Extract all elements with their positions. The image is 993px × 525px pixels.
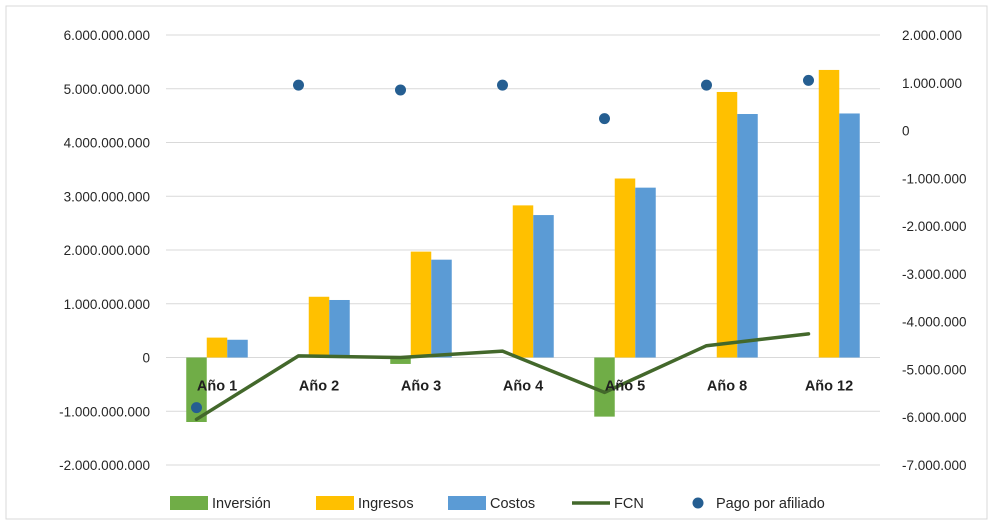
left-tick-label: 4.000.000.000 [64, 136, 150, 151]
fcn-line [194, 332, 811, 422]
pago-point-4 [497, 79, 508, 91]
right-tick-label: -2.000.000 [902, 219, 967, 234]
category-label: Año 1 [197, 379, 237, 395]
bar-costos-1 [227, 339, 248, 358]
pago-point-1 [191, 402, 202, 414]
legend-swatch-ingresos [316, 496, 354, 510]
bar-ingresos-4 [512, 205, 534, 358]
right-tick-label: -1.000.000 [902, 171, 967, 186]
category-label: Año 2 [299, 379, 339, 395]
bar-ingresos-2 [308, 296, 330, 358]
left-tick-label: 6.000.000.000 [64, 28, 150, 43]
category-label: Año 4 [503, 379, 543, 395]
legend: Inversión Ingresos Costos FCN Pago por afili… [170, 496, 825, 512]
right-tick-label: 0 [902, 124, 910, 139]
legend-label-pago-por-afiliado: Pago por afiliado [716, 496, 825, 512]
left-tick-label: 5.000.000.000 [64, 82, 150, 97]
fcn-series-line [194, 332, 811, 422]
bar-ingresos-1 [206, 337, 228, 358]
right-tick-label: -3.000.000 [902, 267, 967, 282]
bar-costos-3 [431, 259, 452, 358]
bar-inversi-n-5 [594, 357, 615, 417]
bar-costos-4 [533, 215, 554, 358]
left-tick-label: 0 [142, 351, 150, 366]
category-label: Año 12 [805, 379, 853, 395]
bar-inversi-n-3 [390, 357, 411, 364]
gridlines [166, 34, 880, 466]
left-tick-label: -1.000.000.000 [59, 404, 150, 419]
pago-point-7 [803, 74, 814, 86]
category-label: Año 3 [401, 379, 441, 395]
right-tick-label: -4.000.000 [902, 315, 967, 330]
legend-label-inversi-n: Inversión [212, 496, 271, 512]
bar-ingresos-6 [716, 91, 738, 358]
category-labels: Año 1 Año 2 Año 3 Año 4 Año 5 Año 8 Año 12 [197, 379, 853, 395]
left-tick-label: -2.000.000.000 [59, 458, 150, 473]
bars [186, 69, 860, 422]
legend-swatch-inversi-n [170, 496, 208, 510]
left-tick-label: 1.000.000.000 [64, 297, 150, 312]
right-tick-label: 2.000.000 [902, 28, 962, 43]
right-tick-label: -7.000.000 [902, 458, 967, 473]
right-tick-label: 1.000.000 [902, 76, 962, 91]
pago-point-2 [293, 79, 304, 91]
bar-costos-5 [635, 187, 656, 358]
pago-point-6 [701, 79, 712, 91]
right-tick-label: -5.000.000 [902, 362, 967, 377]
left-tick-label: 3.000.000.000 [64, 189, 150, 204]
pago-point-3 [395, 84, 406, 96]
bar-costos-7 [839, 113, 860, 358]
legend-label-costos: Costos [490, 496, 535, 512]
right-tick-label: -6.000.000 [902, 410, 967, 425]
legend-label-fcn: FCN [614, 496, 644, 512]
bar-costos-2 [329, 299, 350, 358]
legend-label-ingresos: Ingresos [358, 496, 414, 512]
pago-point-5 [599, 113, 610, 125]
bar-ingresos-7 [818, 69, 840, 358]
legend-swatch-costos [448, 496, 486, 510]
left-axis-ticks: -2.000.000.000 -1.000.000.000 0 1.000.000.0… [59, 28, 150, 473]
category-label: Año 5 [605, 379, 645, 395]
right-axis-ticks: -7.000.000 -6.000.000 -5.000.000 -4.000.000… [902, 28, 967, 473]
left-tick-label: 2.000.000.000 [64, 243, 150, 258]
bar-costos-6 [737, 114, 758, 358]
bar-ingresos-5 [614, 178, 636, 358]
legend-swatch-pago-por-afiliado [692, 497, 704, 509]
category-label: Año 8 [707, 379, 747, 395]
bar-ingresos-3 [410, 251, 432, 358]
pago-points [191, 74, 814, 414]
